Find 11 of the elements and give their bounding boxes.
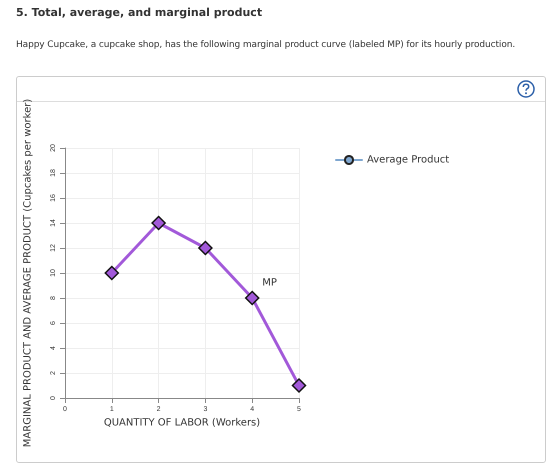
point	[104, 266, 120, 280]
x-axis-title: QUANTITY OF LABOR (Workers)	[104, 417, 260, 428]
legend-label: Average Product	[367, 154, 450, 166]
chart-subtitle: Happy Cupcake, a cupcake shop, has the following marginal product curve (labeled MP) for its hourly production.	[16, 40, 516, 50]
point	[244, 290, 260, 306]
chart-title: 5. Total, average, and marginal product	[16, 6, 262, 19]
annotation: MP	[262, 278, 277, 288]
y-axis-title: MARGINAL PRODUCT AND AVERAGE PRODUCT (Cupcakes per worker)	[22, 98, 34, 448]
point	[198, 240, 213, 256]
point	[292, 378, 306, 393]
point	[151, 216, 166, 230]
